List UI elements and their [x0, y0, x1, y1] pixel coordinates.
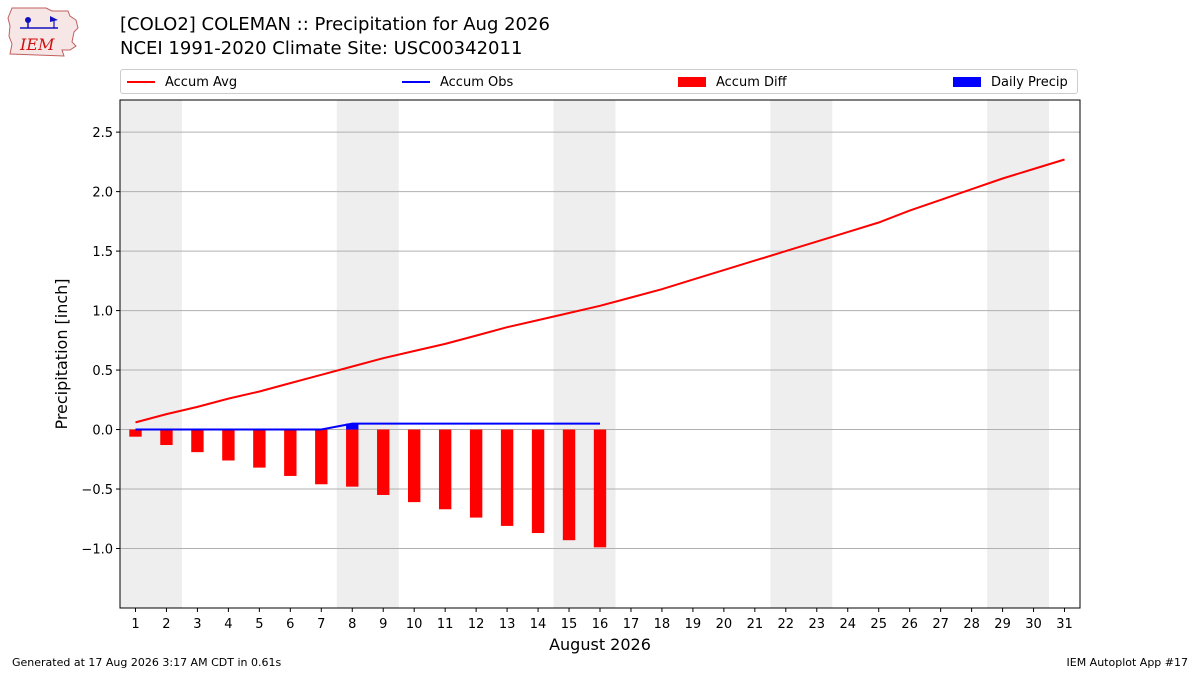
legend-item-accum-diff: Accum Diff — [678, 74, 787, 90]
x-tick-label: 6 — [286, 617, 294, 632]
accum-diff-bar — [191, 429, 204, 453]
chart-title: [COLO2] COLEMAN :: Precipitation for Aug… — [120, 13, 550, 61]
accum-diff-bar — [531, 429, 545, 534]
legend-swatch-accum-obs — [402, 81, 430, 83]
x-tick-label: 21 — [747, 617, 764, 632]
legend-item-daily-precip: Daily Precip — [953, 74, 1068, 90]
x-tick-label: 28 — [963, 617, 980, 632]
weekend-band — [336, 100, 399, 608]
x-tick-label: 4 — [224, 617, 232, 632]
x-tick-label: 13 — [499, 617, 516, 632]
accum-diff-bar — [129, 429, 142, 437]
accum-diff-bar — [469, 429, 483, 518]
x-tick-label: 23 — [809, 617, 826, 632]
x-tick-label: 9 — [379, 617, 387, 632]
legend-label-accum-obs: Accum Obs — [440, 74, 514, 90]
title-line-1: [COLO2] COLEMAN :: Precipitation for Aug… — [120, 14, 550, 35]
y-tick-label: 2.0 — [92, 186, 113, 201]
x-tick-label: 24 — [839, 617, 856, 632]
legend-item-accum-avg: Accum Avg — [127, 74, 237, 90]
accum-diff-bar — [284, 429, 297, 476]
daily-precip-bar — [346, 423, 359, 430]
x-tick-label: 17 — [623, 617, 640, 632]
x-tick-label: 8 — [348, 617, 356, 632]
accum-diff-bar — [438, 429, 452, 510]
x-tick-label: 15 — [561, 617, 578, 632]
x-tick-label: 19 — [685, 617, 702, 632]
x-tick-label: 11 — [437, 617, 454, 632]
y-tick-label: −1.0 — [81, 543, 113, 558]
weekend-band — [770, 100, 833, 608]
x-tick-label: 27 — [932, 617, 949, 632]
accum-diff-bar — [500, 429, 514, 526]
legend-label-accum-diff: Accum Diff — [716, 74, 787, 90]
x-tick-label: 20 — [716, 617, 733, 632]
accum-diff-bar — [408, 429, 421, 503]
x-tick-label: 29 — [994, 617, 1011, 632]
accum-diff-bar — [346, 429, 359, 487]
legend-swatch-accum-diff — [678, 77, 706, 87]
accum-diff-bar — [593, 429, 607, 548]
iem-logo: IEM — [7, 7, 79, 57]
y-tick-label: −0.5 — [81, 483, 113, 498]
accum-diff-bar — [253, 429, 266, 468]
x-tick-label: 1 — [131, 617, 139, 632]
y-tick-label: 0.0 — [92, 424, 113, 439]
y-tick-label: 2.5 — [92, 126, 113, 141]
x-tick-label: 12 — [468, 617, 485, 632]
x-tick-label: 2 — [162, 617, 170, 632]
accum-diff-bar — [315, 429, 328, 485]
x-tick-label: 22 — [778, 617, 795, 632]
x-tick-label: 25 — [870, 617, 887, 632]
accum-avg-line — [135, 158, 1065, 424]
x-tick-label: 16 — [592, 617, 609, 632]
x-tick-label: 10 — [406, 617, 423, 632]
legend-swatch-daily-precip — [953, 77, 981, 87]
legend: Accum Avg Accum Obs Accum Diff Daily Pre… — [120, 69, 1078, 94]
y-tick-label: 1.5 — [92, 245, 113, 260]
title-line-2: NCEI 1991-2020 Climate Site: USC00342011 — [120, 38, 523, 59]
logo-text: IEM — [19, 35, 55, 54]
x-tick-label: 5 — [255, 617, 263, 632]
weekend-band — [120, 100, 182, 608]
x-axis-label: August 2026 — [549, 635, 651, 654]
accum-diff-bar — [160, 429, 173, 446]
y-tick-label: 0.5 — [92, 364, 113, 379]
accum-obs-line — [135, 422, 600, 431]
x-tick-label: 18 — [654, 617, 671, 632]
accum-diff-bar — [377, 429, 390, 495]
x-tick-label: 31 — [1056, 617, 1073, 632]
accum-diff-bar — [222, 429, 235, 461]
x-tick-label: 26 — [901, 617, 918, 632]
footer-app: IEM Autoplot App #17 — [1066, 656, 1189, 669]
accum-diff-bar — [562, 429, 576, 541]
weekend-band — [987, 100, 1050, 608]
legend-label-accum-avg: Accum Avg — [165, 74, 238, 90]
legend-swatch-accum-avg — [127, 81, 155, 83]
x-tick-label: 7 — [317, 617, 325, 632]
legend-item-accum-obs: Accum Obs — [402, 74, 513, 90]
legend-label-daily-precip: Daily Precip — [991, 74, 1068, 90]
x-tick-label: 14 — [530, 617, 547, 632]
x-tick-label: 3 — [193, 617, 201, 632]
x-tick-label: 30 — [1025, 617, 1042, 632]
y-axis-label: Precipitation [inch] — [52, 278, 71, 429]
footer-generated: Generated at 17 Aug 2026 3:17 AM CDT in … — [12, 656, 282, 669]
y-tick-label: 1.0 — [92, 305, 113, 320]
